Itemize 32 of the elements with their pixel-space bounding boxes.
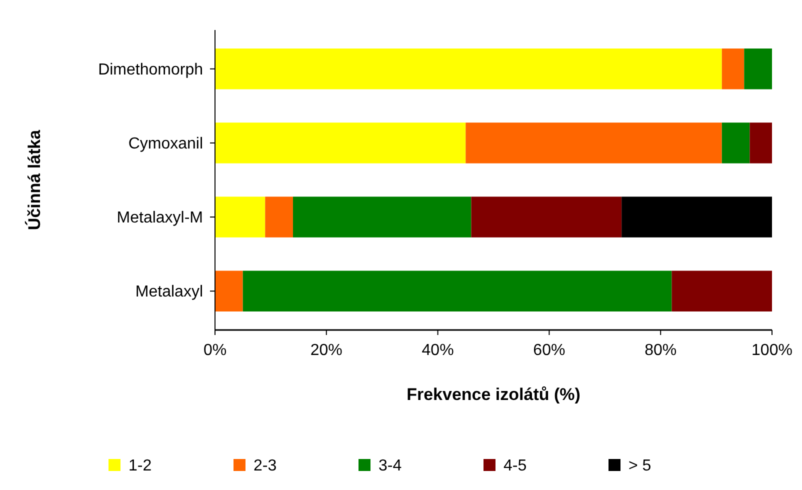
bar: [265, 196, 293, 238]
legend-label: 3-4: [378, 458, 402, 475]
x-tick-label: 0%: [203, 342, 227, 359]
bar: [750, 122, 772, 164]
x-tick-label: 40%: [422, 342, 454, 359]
x-tick-label: 100%: [752, 342, 792, 359]
y-tick-label: Metalaxyl: [135, 284, 203, 301]
bar: [215, 122, 466, 164]
x-tick-label: 80%: [644, 342, 677, 359]
bar: [722, 48, 744, 90]
y-axis-title: Účinná látka: [24, 129, 44, 230]
y-tick-label: Metalaxyl-M: [116, 210, 203, 227]
bar: [622, 196, 772, 238]
y-tick-label: Dimethomorph: [98, 61, 203, 78]
y-tick-label: Cymoxanil: [128, 136, 203, 153]
bar: [466, 122, 722, 164]
bar: [672, 270, 772, 312]
bar: [215, 48, 722, 90]
x-tick-label: 60%: [533, 342, 566, 359]
bar: [215, 270, 243, 312]
x-tick-label: 20%: [310, 342, 342, 359]
bar: [292, 196, 472, 238]
bar: [242, 270, 672, 312]
bar: [471, 196, 622, 238]
legend-label: > 5: [628, 458, 652, 475]
bar: [744, 48, 772, 90]
bar: [215, 196, 266, 238]
legend-label: 2-3: [254, 458, 277, 475]
legend-label: 4-5: [504, 458, 527, 475]
bar: [722, 122, 750, 164]
legend-label: 1-2: [128, 458, 152, 475]
x-axis-title: Frekvence izolátů (%): [406, 385, 580, 404]
